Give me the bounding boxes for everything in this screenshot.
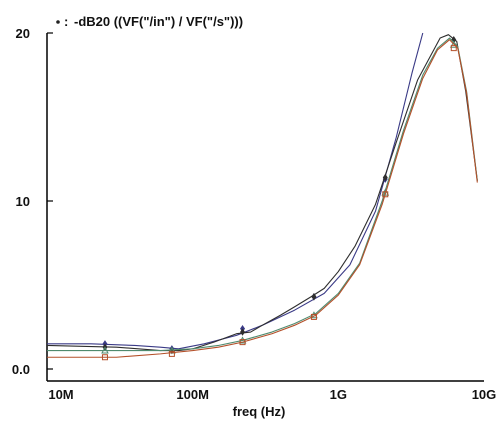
series-layer: [46, 32, 478, 361]
x-tick-label: 10G: [472, 387, 497, 402]
series-1: [47, 32, 424, 353]
chart-title-group: : -dB20 ((VF("/in") / VF("/s"))): [56, 14, 243, 29]
y-tick-label: 0.0: [12, 362, 30, 377]
triangle-marker: [238, 336, 247, 344]
triangle-marker: [449, 40, 458, 48]
plot-area: [46, 33, 484, 382]
square-marker: [310, 313, 317, 320]
series-line: [46, 34, 478, 352]
x-tick-label: 10M: [48, 387, 73, 402]
y-tick-label: 10: [16, 194, 30, 209]
square-marker: [382, 191, 389, 198]
series-line: [47, 32, 424, 350]
ticks-layer: 10M 100M 1G 10G 0.0 10 20: [12, 26, 496, 402]
x-tick-label: 1G: [330, 387, 347, 402]
square-marker: [101, 354, 108, 361]
title-colon: :: [64, 14, 68, 29]
square-marker: [450, 45, 457, 52]
chart-title: -dB20 ((VF("/in") / VF("/s"))): [74, 14, 243, 29]
series-4: [47, 39, 478, 361]
square-marker: [239, 339, 246, 346]
diamond-marker: [240, 328, 246, 336]
x-tick-label: 100M: [176, 387, 209, 402]
diamond-marker: [311, 293, 317, 301]
title-marker-icon: [56, 20, 60, 24]
x-axis-label: freq (Hz): [233, 404, 286, 419]
y-tick-label: 20: [16, 26, 30, 41]
series-line: [47, 39, 478, 358]
series-2: [46, 34, 478, 355]
triangle-marker: [101, 346, 109, 354]
series-3: [47, 37, 478, 354]
square-marker: [168, 350, 175, 357]
series-line: [47, 37, 478, 352]
diamond-marker: [382, 173, 388, 182]
